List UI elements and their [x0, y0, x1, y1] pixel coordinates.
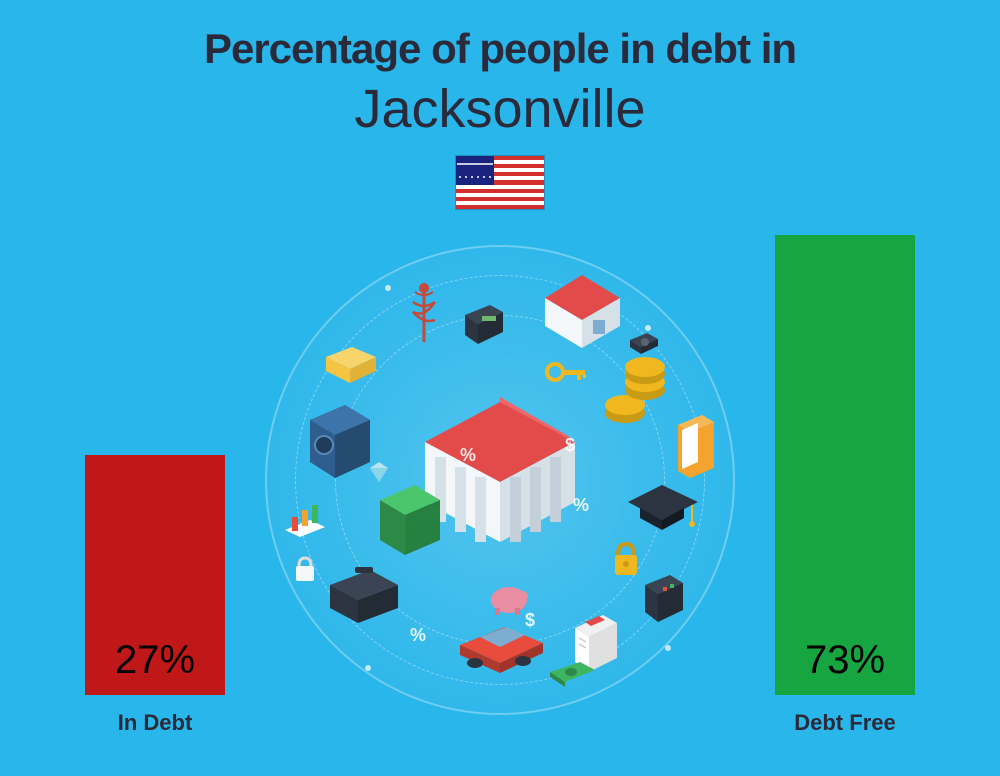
bar-in-debt-value: 27% — [115, 638, 195, 683]
header: Percentage of people in debt in Jacksonv… — [0, 0, 1000, 215]
usa-flag-icon — [455, 155, 545, 210]
bar-debt-free-rect: 73% — [775, 235, 915, 695]
bar-in-debt-rect: 27% — [85, 455, 225, 695]
bar-in-debt: 27% In Debt — [85, 455, 225, 736]
bar-debt-free-label: Debt Free — [794, 710, 895, 736]
bar-in-debt-label: In Debt — [118, 710, 193, 736]
bar-debt-free-value: 73% — [805, 638, 885, 683]
bar-chart: 27% In Debt 73% Debt Free — [0, 235, 1000, 736]
city-subtitle: Jacksonville — [0, 78, 1000, 140]
page-title: Percentage of people in debt in — [0, 25, 1000, 73]
bar-debt-free: 73% Debt Free — [775, 235, 915, 736]
